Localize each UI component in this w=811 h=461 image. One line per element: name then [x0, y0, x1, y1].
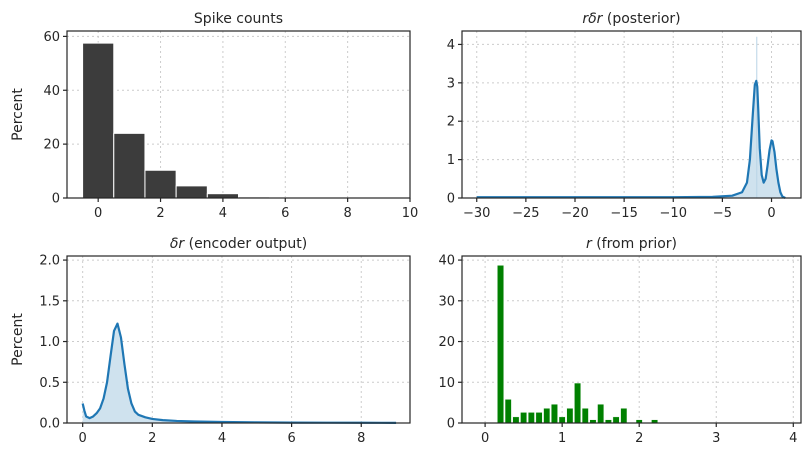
x-tick-label: 0: [79, 431, 87, 446]
y-tick-label: 0: [447, 417, 455, 432]
bar: [113, 132, 146, 199]
bar: [175, 185, 208, 199]
panel-title-math: rδr: [582, 11, 603, 27]
panel-title-text: (posterior): [602, 11, 680, 27]
y-tick-label: 0.0: [39, 417, 60, 432]
x-tick-label: 4: [218, 431, 226, 446]
x-tick-label: −10: [660, 206, 687, 221]
bar: [527, 412, 535, 424]
x-tick-label: 4: [219, 206, 227, 221]
bar: [82, 42, 115, 199]
axes-frame: [461, 255, 802, 424]
spike-counts-panel: 0 2 4 6 8 10 0 20 40 60 Spike counts Percent: [10, 11, 418, 221]
y-tick-label: 40: [438, 254, 455, 269]
encoder-output-panel: 0 2 4 6 8 0.0 0.5 1.0 1.5 2.0 δr (encoder output) P…: [10, 236, 411, 446]
x-tick-label: 10: [402, 206, 419, 221]
x-tick-label: 6: [287, 431, 295, 446]
axes-frame: [461, 30, 802, 199]
density-fill: [82, 323, 397, 423]
x-tick-label: 1: [558, 431, 566, 446]
y-tick-label: 0: [52, 192, 60, 207]
y-tick-label: 3: [447, 76, 455, 91]
x-tick-label: 8: [357, 431, 365, 446]
x-tick-label: 2: [635, 431, 643, 446]
posterior-panel: −30 −25 −20 −15 −10 −5 0 0 1 2 3 4 rδr (posterior): [447, 11, 802, 221]
x-tick-label: −25: [512, 206, 539, 221]
x-tick-label: 4: [789, 431, 797, 446]
x-tick-label: 6: [281, 206, 289, 221]
bar: [551, 404, 558, 424]
bar: [535, 412, 543, 424]
axes-frame: [66, 30, 411, 199]
panel-title: δr (encoder output): [170, 236, 307, 252]
bar: [558, 416, 566, 424]
x-tick-label: 0: [767, 206, 775, 221]
y-tick-label: 40: [43, 84, 60, 99]
y-tick-label: 0: [447, 192, 455, 207]
x-tick-label: 8: [343, 206, 351, 221]
y-axis-label: Percent: [10, 313, 26, 366]
y-tick-label: 20: [438, 335, 455, 350]
y-tick-label: 20: [43, 138, 60, 153]
bar: [566, 408, 574, 424]
density-line: [476, 79, 786, 199]
bar: [574, 382, 581, 424]
bar: [144, 169, 177, 199]
bar: [512, 416, 520, 424]
y-axis-label: Percent: [10, 88, 26, 141]
panel-title: Spike counts: [194, 11, 283, 27]
x-tick-label: 2: [148, 431, 156, 446]
bar: [612, 416, 620, 424]
bar: [620, 408, 628, 424]
bar: [543, 408, 551, 424]
axes-frame: [66, 255, 411, 424]
x-tick-label: 2: [156, 206, 164, 221]
y-tick-label: 2.0: [39, 254, 60, 269]
x-tick-label: 0: [94, 206, 102, 221]
y-tick-label: 1: [447, 153, 455, 168]
x-tick-label: 3: [712, 431, 720, 446]
panel-title-math: r: [586, 236, 593, 252]
bar: [520, 412, 527, 424]
x-tick-label: −30: [463, 206, 490, 221]
bar: [206, 193, 239, 199]
density-line: [81, 322, 397, 424]
bar: [497, 265, 504, 424]
panel-title: r (from prior): [586, 236, 677, 252]
y-tick-label: 60: [43, 30, 60, 45]
y-tick-label: 1.0: [39, 335, 60, 350]
y-tick-label: 10: [438, 376, 455, 391]
panel-title-text: (encoder output): [184, 236, 307, 252]
x-tick-label: 0: [481, 431, 489, 446]
panel-title-math: δr: [170, 236, 186, 252]
panel-title-text: (from prior): [592, 236, 677, 252]
y-tick-label: 1.5: [39, 294, 60, 309]
x-tick-label: −15: [610, 206, 637, 221]
x-tick-label: −20: [561, 206, 588, 221]
bar: [581, 408, 589, 424]
panel-title: rδr (posterior): [582, 11, 680, 27]
y-tick-label: 4: [447, 38, 455, 53]
bar: [597, 404, 605, 424]
y-tick-label: 30: [438, 294, 455, 309]
bar: [504, 399, 512, 424]
x-tick-label: −5: [713, 206, 732, 221]
y-tick-label: 0.5: [39, 376, 60, 391]
density-fill: [476, 80, 786, 198]
y-tick-label: 2: [447, 115, 455, 130]
